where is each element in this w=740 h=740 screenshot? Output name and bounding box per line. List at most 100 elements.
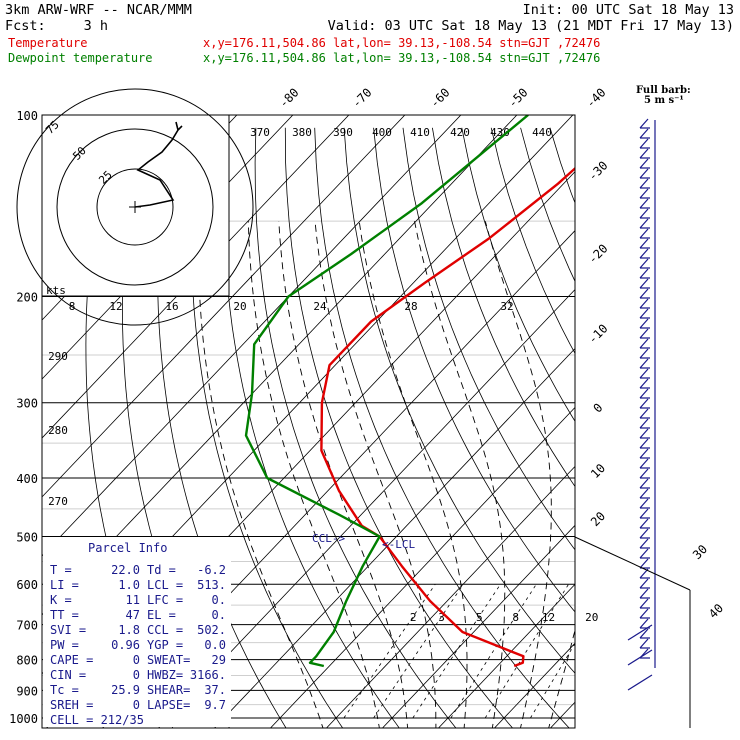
theta-label: 370: [250, 126, 270, 139]
wind-barb: [639, 368, 650, 379]
moist-adiabat-line: [414, 221, 506, 728]
init-time: Init: 00 UTC Sat 18 May 13: [523, 2, 734, 18]
wind-barb: [639, 188, 650, 199]
dry-adiabat-line: [284, 127, 514, 728]
isotherm-line: [660, 102, 740, 731]
mixing-ratio-line: [343, 583, 436, 719]
wind-barb: [639, 498, 650, 509]
isotherm-line: [42, 115, 350, 439]
theta-label: 440: [532, 126, 552, 139]
mixing-ratio-line: [373, 583, 464, 719]
dry-adiabat-line: [254, 127, 457, 728]
parcel-value: 0.: [212, 608, 226, 622]
dry-adiabat-line: [223, 127, 400, 728]
wind-barb: [639, 208, 650, 219]
dry-adiabat-line: [314, 127, 570, 728]
parcel-cell: CELL = 212/35: [50, 713, 144, 727]
wind-barb: [639, 428, 650, 439]
dry-adiabat-line: [668, 128, 740, 731]
parcel-value: 37.: [204, 683, 226, 697]
wind-barb: [639, 128, 650, 139]
wind-barb: [639, 408, 650, 419]
wind-barb: [639, 328, 650, 339]
parcel-label: T =: [50, 563, 72, 577]
wind-barb: [639, 488, 650, 499]
isotherm-line: [381, 524, 575, 728]
wind-barb: [639, 138, 650, 149]
parcel-label: LAPSE=: [147, 698, 190, 712]
dry-adiabat-line: [490, 127, 575, 355]
isotherm-label: 20: [588, 509, 608, 529]
wind-barb: [639, 638, 650, 649]
wind-barbs: [574, 118, 691, 728]
parcel-value: 0.96: [111, 638, 140, 652]
pressure-tick-label: 700: [16, 619, 38, 633]
wind-barb: [639, 278, 650, 289]
parcel-value: 11: [126, 593, 140, 607]
parcel-label: SREH =: [50, 698, 93, 712]
dewpoint-profile-line: [244, 115, 529, 668]
isotherm-label: 0: [590, 400, 605, 415]
wind-barb: [639, 378, 650, 389]
pressure-tick-label: 300: [16, 397, 38, 411]
parcel-label: HWBZ=: [147, 668, 183, 682]
parcel-label: CIN =: [50, 668, 86, 682]
wind-barb: [639, 418, 650, 429]
parcel-label: CCL =: [147, 623, 183, 637]
dry-adiabat-line: [343, 127, 575, 674]
legend-dewpoint-label: Dewpoint temperature: [8, 51, 153, 65]
mixing-ratio-line: [450, 583, 537, 719]
mixing-ratio-label: 5: [476, 611, 483, 624]
moist-adiabat-line: [548, 628, 575, 728]
wind-barb: [639, 558, 650, 569]
temperature-profile-line: [320, 166, 575, 668]
wind-barb: [639, 608, 650, 619]
wind-barb: [627, 649, 653, 666]
mixing-ratio-label: 2: [410, 611, 417, 624]
wind-barb: [639, 478, 650, 489]
wind-barb: [639, 458, 650, 469]
dry-adiabat-line: [727, 128, 740, 731]
legend-temperature-label: Temperature: [8, 36, 87, 50]
parcel-title: Parcel Info: [88, 541, 167, 555]
parcel-value: 9.7: [204, 698, 226, 712]
parcel-value: -6.2: [197, 563, 226, 577]
wind-barb: [639, 308, 650, 319]
wind-barb: [639, 358, 650, 369]
hodograph-ring: [16, 88, 254, 326]
isotherm-label: -20: [585, 241, 610, 266]
wind-barb: [639, 168, 650, 179]
parcel-value: 22.0: [111, 563, 140, 577]
wind-barb: [639, 298, 650, 309]
theta-label: 400: [372, 126, 392, 139]
wind-barb: [639, 248, 650, 259]
full-barb-title: Full barb:: [636, 85, 691, 96]
mixing-ratio-upper-label: 20: [233, 300, 246, 313]
parcel-label: Tc =: [50, 683, 79, 697]
dry-adiabat-line: [638, 128, 740, 731]
wind-barb: [639, 198, 650, 209]
parcel-label: SVI =: [50, 623, 86, 637]
parcel-label: YGP =: [147, 638, 183, 652]
parcel-label: PW =: [50, 638, 79, 652]
wind-barb: [639, 388, 650, 399]
dry-adiabat-line: [432, 127, 575, 488]
legend-dewpoint-info: x,y=176.11,504.86 lat,lon= 39.13,-108.54…: [203, 51, 600, 65]
fcst-label: Fcst:: [5, 18, 46, 34]
parcel-value: 0.: [212, 593, 226, 607]
wind-barb: [639, 528, 650, 539]
hodograph-ring: [56, 128, 214, 286]
isotherm-label: -40: [583, 85, 608, 110]
parcel-label: CAPE =: [50, 653, 93, 667]
wind-barb: [639, 318, 650, 329]
isotherm-line: [157, 288, 575, 728]
hodograph-ring: [96, 168, 174, 246]
parcel-label: EL =: [147, 608, 176, 622]
isotherm-line: [42, 115, 518, 616]
parcel-label: LCL =: [147, 578, 183, 592]
wind-barb: [639, 348, 650, 359]
mixing-ratio-label: 20: [585, 611, 598, 624]
theta-label: 270: [48, 495, 68, 508]
parcel-label: LFC =: [147, 593, 183, 607]
